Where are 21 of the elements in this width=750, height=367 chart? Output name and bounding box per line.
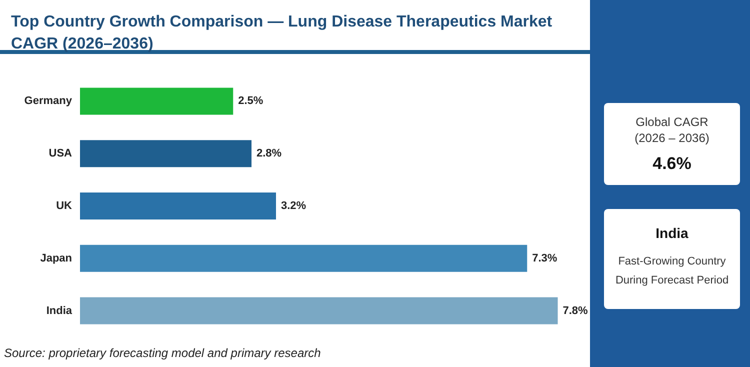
data-label: 2.8% (256, 148, 282, 160)
y-tick-label: Germany (24, 95, 73, 108)
text: 4.6% (652, 154, 692, 173)
bar (80, 88, 234, 115)
y-tick-label: USA (48, 148, 72, 160)
text: Fast-Growing Country During Forecast Period (615, 256, 729, 286)
data-label: 7.3% (532, 252, 558, 264)
bar (80, 192, 276, 220)
bar (80, 140, 252, 168)
chart-title: Top Country Growth Comparison — Lung Disease Therapeutics Market CAGR (2026–2036) (11, 14, 557, 52)
y-tick-label: Japan (40, 252, 72, 264)
text: Global CAGR (2026 – 2036) (634, 115, 710, 145)
bar (80, 244, 528, 272)
source-note: Source: proprietary forecasting model and primary research (4, 346, 322, 360)
y-tick-label: UK (56, 200, 72, 212)
data-label: 2.5% (238, 95, 264, 108)
text: India (656, 225, 689, 241)
y-tick-label: India (46, 304, 73, 317)
bar (80, 297, 558, 324)
data-label: 3.2% (281, 200, 306, 212)
data-label: 7.8% (562, 304, 588, 317)
